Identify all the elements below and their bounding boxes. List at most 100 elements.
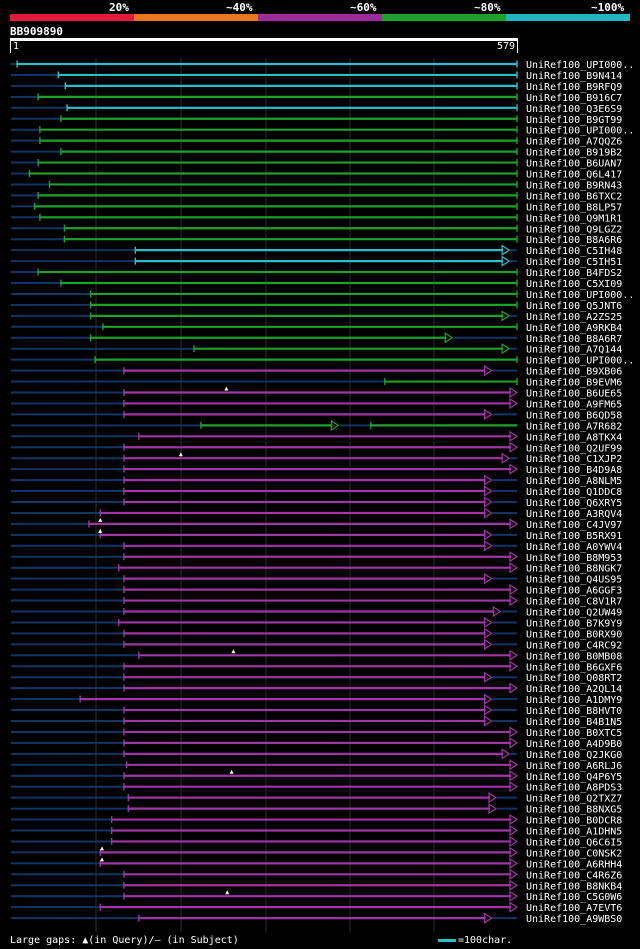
- legend-segment-3: [258, 14, 382, 21]
- hit-label-18: UniRef100_C5IH48: [526, 246, 622, 257]
- hit-label-8: UniRef100_A7QQZ6: [526, 137, 622, 148]
- hit-arrow-56: [509, 660, 519, 672]
- hit-label-36: UniRef100_Q2UF99: [526, 443, 622, 454]
- scale-bar: [438, 938, 456, 942]
- hit-label-43: UniRef100_C4JV97: [526, 520, 622, 531]
- legend-segment-5: [506, 14, 630, 21]
- hit-label-79: UniRef100_A9WBS0: [526, 914, 622, 925]
- hit-label-39: UniRef100_A8NLM5: [526, 476, 622, 487]
- hit-label-37: UniRef100_C1XJP2: [526, 454, 622, 465]
- hit-label-31: UniRef100_B6UE65: [526, 389, 622, 400]
- hit-arrow-50: [509, 594, 519, 607]
- hit-label-55: UniRef100_B0MB08: [526, 651, 622, 662]
- hit-arrow-48: [484, 573, 493, 585]
- hit-label-58: UniRef100_A2QL14: [526, 684, 622, 695]
- hit-arrow-66: [509, 770, 519, 782]
- hit-arrow-63: [509, 737, 519, 749]
- scale-legend: =100char.: [438, 935, 512, 946]
- query-gap-marker-66: [229, 769, 234, 774]
- hit-label-65: UniRef100_A6RLJ6: [526, 761, 622, 772]
- hit-label-41: UniRef100_Q6XRY5: [526, 498, 622, 509]
- hit-arrow-68: [488, 792, 498, 804]
- hit-label-59: UniRef100_A1DMY9: [526, 695, 622, 706]
- hit-label-57: UniRef100_Q08RT2: [526, 673, 622, 684]
- query-gap-marker-31: [224, 386, 229, 391]
- query-gap-marker-44: [98, 528, 103, 533]
- hit-label-42: UniRef100_A3RQV4: [526, 509, 622, 520]
- legend-label-2: ~40%: [226, 1, 253, 14]
- hit-label-12: UniRef100_B9RN43: [526, 180, 622, 191]
- hit-label-66: UniRef100_Q4P6Y5: [526, 772, 622, 783]
- hit-label-32: UniRef100_A9FM65: [526, 399, 622, 410]
- query-ruler: 1 579: [10, 38, 518, 54]
- hit-arrow-27: [501, 343, 511, 355]
- hit-arrow-75: [509, 868, 519, 880]
- hit-label-62: UniRef100_B0XTC5: [526, 728, 622, 739]
- hit-arrow-32: [509, 397, 519, 410]
- gaps-legend: Large gaps: ▲(in Query)/— (in Subject): [10, 935, 239, 946]
- hit-label-6: UniRef100_B9GT99: [526, 115, 622, 126]
- hit-label-30: UniRef100_B9EVM6: [526, 378, 622, 389]
- hit-label-4: UniRef100_B916C7: [526, 93, 622, 104]
- hit-arrow-74: [509, 857, 519, 869]
- hit-arrow-67: [509, 781, 519, 793]
- hit-label-23: UniRef100_Q5JNT6: [526, 301, 622, 312]
- hit-arrow-44: [484, 529, 493, 541]
- hit-label-45: UniRef100_A0YWV4: [526, 542, 622, 553]
- hit-arrow-69: [488, 803, 498, 815]
- hit-arrow-26: [444, 332, 454, 344]
- hit-arrow-76: [509, 879, 519, 891]
- hit-arrow-39: [484, 474, 493, 486]
- hit-label-74: UniRef100_A6RHH4: [526, 859, 622, 870]
- hit-label-9: UniRef100_B919B2: [526, 148, 622, 159]
- hit-arrow-58: [509, 682, 519, 694]
- query-gap-marker-55: [231, 649, 236, 654]
- hit-label-53: UniRef100_B0RX90: [526, 629, 622, 640]
- hit-label-38: UniRef100_B4D9A8: [526, 465, 622, 476]
- hit-arrow-70: [509, 813, 519, 826]
- hit-label-69: UniRef100_B8NXG5: [526, 805, 622, 816]
- hit-arrow-60: [484, 704, 493, 716]
- hit-arrow-71: [509, 824, 519, 837]
- ruler-start-label: 1: [13, 41, 20, 52]
- hit-arrow-34: [330, 419, 340, 431]
- hit-arrow-45: [484, 540, 493, 552]
- hit-label-22: UniRef100_UPI000..: [526, 290, 634, 301]
- hit-label-67: UniRef100_A8PDS3: [526, 783, 622, 794]
- hit-label-68: UniRef100_Q2TXZ7: [526, 794, 622, 805]
- hit-label-10: UniRef100_B6UAN7: [526, 159, 622, 170]
- legend-segment-2: [134, 14, 258, 21]
- hit-arrow-18: [501, 244, 511, 256]
- hit-label-2: UniRef100_B9N414: [526, 71, 622, 82]
- ruler-line: [10, 38, 518, 41]
- hit-label-20: UniRef100_B4FDS2: [526, 268, 622, 279]
- hit-label-7: UniRef100_UPI000..: [526, 126, 634, 137]
- scale-label: =100char.: [458, 935, 513, 946]
- hit-arrow-46: [509, 551, 519, 563]
- hit-label-77: UniRef100_C5G0W6: [526, 892, 622, 903]
- legend-label-4: ~80%: [474, 1, 501, 14]
- hit-arrow-49: [509, 584, 519, 596]
- hit-arrow-19: [501, 255, 511, 267]
- hit-arrow-36: [509, 441, 519, 453]
- legend-label-3: ~60%: [350, 1, 377, 14]
- hit-label-13: UniRef100_B6TXC2: [526, 191, 622, 202]
- hit-label-50: UniRef100_C8V1R7: [526, 597, 622, 608]
- hit-arrow-24: [501, 310, 511, 322]
- hit-arrow-54: [484, 638, 493, 650]
- alignment-hits-chart: UniRef100_UPI000.. UniRef100_B9N414 UniRef…: [11, 58, 634, 932]
- hit-arrow-33: [484, 408, 493, 420]
- hit-arrow-61: [484, 715, 493, 727]
- hit-label-61: UniRef100_B4B1N5: [526, 717, 622, 728]
- hit-arrow-29: [484, 365, 493, 377]
- hit-label-14: UniRef100_B8LP57: [526, 202, 622, 213]
- hit-label-78: UniRef100_A7EVT6: [526, 903, 622, 914]
- hit-label-52: UniRef100_B7K9Y9: [526, 618, 622, 629]
- hit-label-49: UniRef100_A6GGF3: [526, 586, 622, 597]
- hit-arrow-59: [484, 693, 493, 705]
- hit-arrow-65: [509, 759, 519, 771]
- query-gap-marker-77: [225, 890, 230, 895]
- hit-arrow-78: [509, 901, 519, 913]
- hit-label-34: UniRef100_A7R682: [526, 421, 622, 432]
- ruler-end-tick: [517, 41, 518, 53]
